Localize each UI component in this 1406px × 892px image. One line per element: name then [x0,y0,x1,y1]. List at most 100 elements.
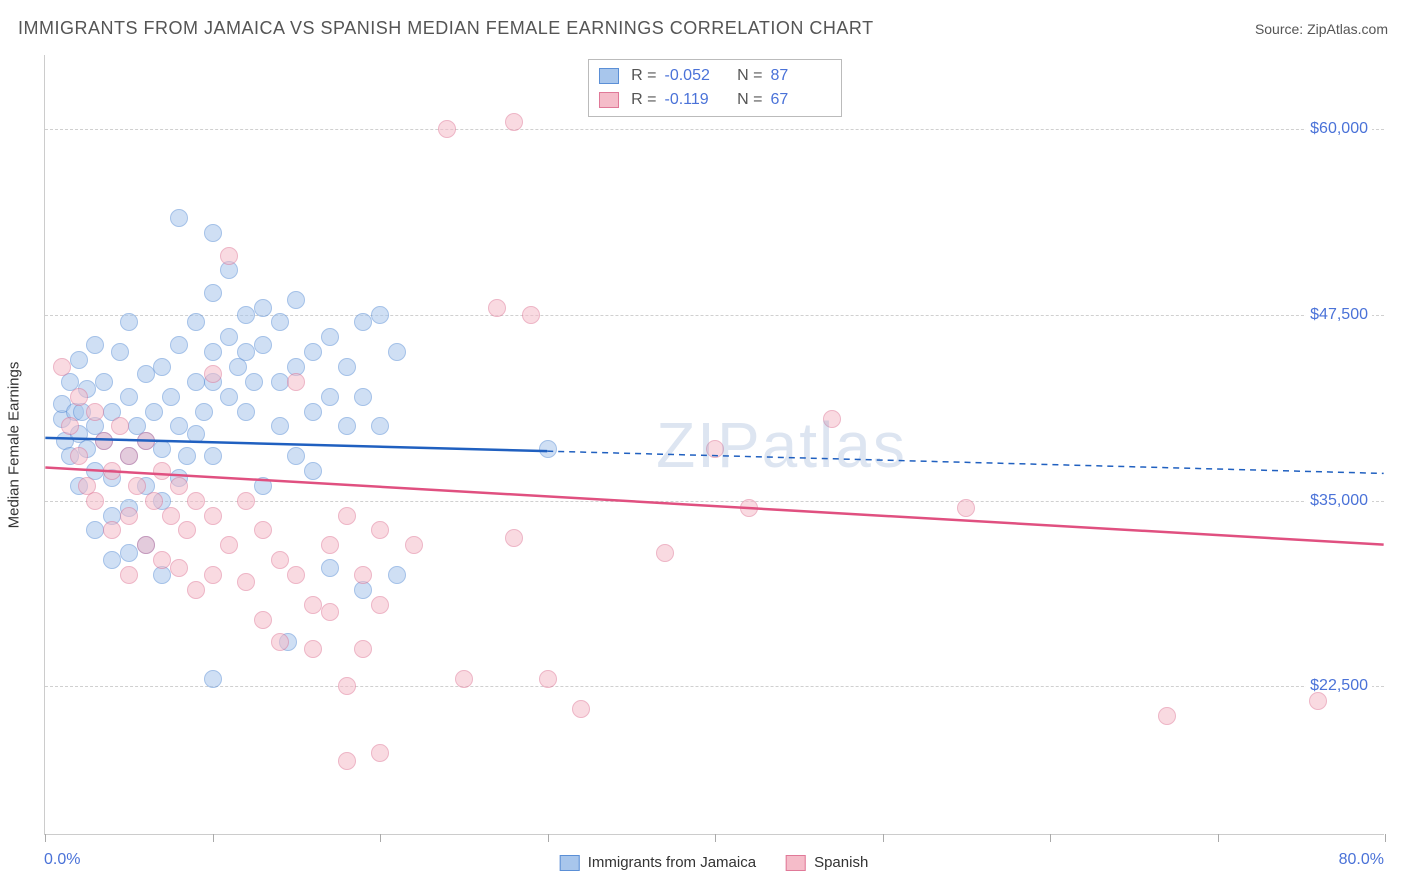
data-point [204,566,222,584]
r-value: -0.052 [665,64,725,88]
r-value: -0.119 [665,88,725,112]
data-point [438,120,456,138]
data-point [1309,692,1327,710]
data-point [70,351,88,369]
data-point [539,440,557,458]
data-point [103,551,121,569]
legend-stat-row: R = -0.119 N = 67 [599,88,831,112]
data-point [338,358,356,376]
x-axis-min-label: 0.0% [44,851,80,869]
data-point [220,536,238,554]
data-point [170,559,188,577]
data-point [371,521,389,539]
data-point [187,373,205,391]
data-point [271,633,289,651]
data-point [304,403,322,421]
data-point [237,492,255,510]
data-point [522,306,540,324]
data-point [120,566,138,584]
data-point [178,447,196,465]
data-point [145,492,163,510]
n-label: N = [733,88,763,112]
data-point [338,417,356,435]
data-point [572,700,590,718]
data-point [145,403,163,421]
chart-header: IMMIGRANTS FROM JAMAICA VS SPANISH MEDIA… [18,18,1388,39]
data-point [111,417,129,435]
data-point [321,388,339,406]
data-point [204,224,222,242]
n-value: 67 [771,88,831,112]
data-point [237,403,255,421]
data-point [70,388,88,406]
data-point [254,336,272,354]
data-point [254,521,272,539]
data-point [61,417,79,435]
y-tick-label: $47,500 [1306,306,1372,324]
data-point [304,343,322,361]
data-point [488,299,506,317]
series-legend: Immigrants from Jamaica Spanish [560,854,869,871]
data-point [220,388,238,406]
data-point [1158,707,1176,725]
data-point [170,336,188,354]
data-point [287,566,305,584]
data-point [204,670,222,688]
data-point [455,670,473,688]
x-tick [45,834,46,842]
legend-swatch [560,855,580,871]
legend-swatch [786,855,806,871]
legend-item: Spanish [786,854,868,871]
data-point [354,388,372,406]
data-point [245,373,263,391]
plot-area: ZIPatlas R =-0.052N =87R =-0.119N =67 $2… [44,55,1384,835]
data-point [354,566,372,584]
data-point [354,313,372,331]
data-point [162,507,180,525]
x-tick [883,834,884,842]
data-point [371,744,389,762]
data-point [204,507,222,525]
r-label: R = [627,88,657,112]
data-point [338,677,356,695]
y-axis-title: Median Female Earnings [6,362,23,529]
x-tick [715,834,716,842]
data-point [388,566,406,584]
data-point [95,373,113,391]
data-point [304,596,322,614]
data-point [53,358,71,376]
data-point [187,581,205,599]
data-point [237,306,255,324]
data-point [271,373,289,391]
correlation-legend: R =-0.052N =87R = -0.119 N = 67 [588,59,842,117]
x-tick [1218,834,1219,842]
data-point [120,388,138,406]
data-point [505,529,523,547]
data-point [371,596,389,614]
x-axis-max-label: 80.0% [1339,851,1384,869]
data-point [111,343,129,361]
x-tick [380,834,381,842]
data-point [70,447,88,465]
data-point [204,284,222,302]
data-point [204,447,222,465]
chart-title: IMMIGRANTS FROM JAMAICA VS SPANISH MEDIA… [18,18,874,39]
data-point [237,343,255,361]
data-point [321,328,339,346]
data-point [271,417,289,435]
data-point [204,343,222,361]
data-point [254,477,272,495]
data-point [287,447,305,465]
data-point [137,365,155,383]
data-point [271,551,289,569]
data-point [86,403,104,421]
legend-stat-row: R =-0.052N =87 [599,64,831,88]
data-point [86,336,104,354]
data-point [187,425,205,443]
data-point [321,536,339,554]
data-point [195,403,213,421]
legend-swatch [599,68,619,84]
legend-item: Immigrants from Jamaica [560,854,756,871]
data-point [153,440,171,458]
trend-line-dashed [547,451,1383,473]
